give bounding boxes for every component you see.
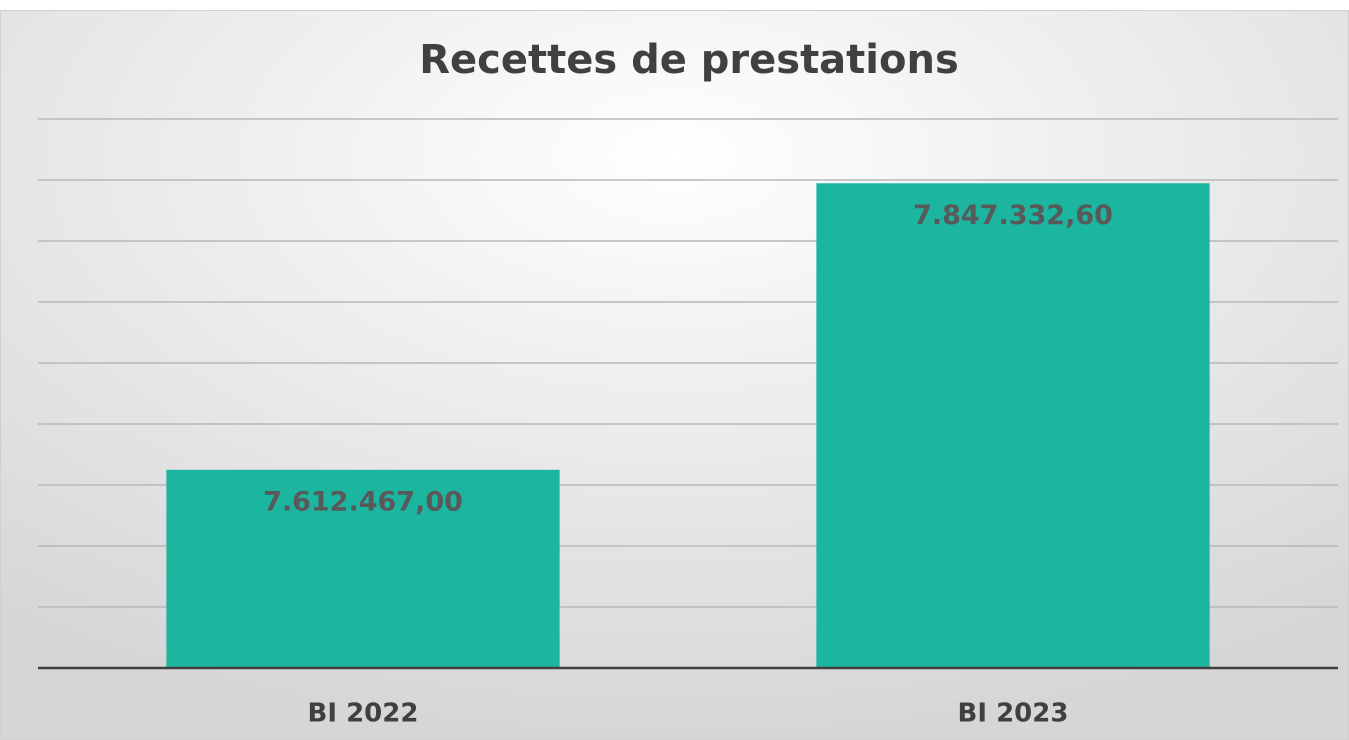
marks: BI 2022 7.612.467,00 BI 2023 7.847.332,60 xyxy=(38,183,1338,729)
data-label: 7.612.467,00 xyxy=(263,486,463,517)
x-tick-label: BI 2023 xyxy=(958,699,1069,729)
bar xyxy=(166,469,560,668)
bar xyxy=(816,183,1210,669)
chart-title: Recettes de prestations xyxy=(419,37,959,83)
data-label: 7.847.332,60 xyxy=(913,200,1113,231)
x-tick-label: BI 2022 xyxy=(308,699,419,729)
